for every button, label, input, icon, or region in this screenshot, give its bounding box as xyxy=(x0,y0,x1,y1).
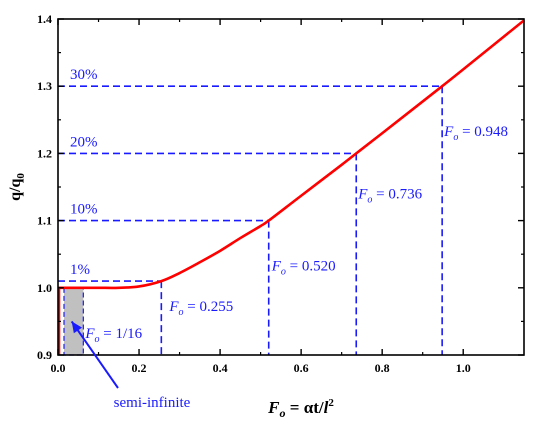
semi-infinite-arrow-shaft xyxy=(70,320,119,389)
fo-label: Fo = 0.255 xyxy=(168,299,233,318)
x-tick-label: 1.0 xyxy=(456,361,471,375)
y-tick-label: 1.3 xyxy=(37,79,52,93)
percent-label: 1% xyxy=(70,262,90,278)
fo-label-sub: o xyxy=(453,132,458,143)
x-axis-title-sup: 2 xyxy=(328,397,334,409)
fo-label-value: = 0.736 xyxy=(372,186,422,202)
y-tick-label: 1.0 xyxy=(37,281,52,295)
shade-layer xyxy=(63,287,84,356)
fo-label: Fo = 0.948 xyxy=(443,124,508,143)
y-tick-label: 1.2 xyxy=(37,146,52,160)
x-axis-title-rest: = αt/ xyxy=(286,398,324,417)
fo-label-sub: o xyxy=(179,307,184,318)
percent-label: 20% xyxy=(70,134,98,150)
labels-layer: Fo = αt/l2 q/q0 1% Fo = 0.255 10% Fo = 0.520 2… xyxy=(7,67,508,420)
x-axis-title-l: l xyxy=(324,398,329,417)
x-axis-title: Fo = αt/l2 xyxy=(267,397,334,420)
fo-label-f: F xyxy=(271,259,282,275)
fo-label-f: F xyxy=(357,186,368,202)
semi-infinite-fo-label: Fo = 1/16 xyxy=(84,326,142,345)
fo-label-value: = 0.948 xyxy=(458,124,508,140)
guide-lines-layer xyxy=(58,85,443,355)
y-axis-title-sub: 0 xyxy=(15,173,27,179)
fo-label-f: F xyxy=(443,124,454,140)
x-tick-label: 0.2 xyxy=(132,361,147,375)
fo-label-f: F xyxy=(168,299,179,315)
semi-infinite-label: semi-infinite xyxy=(114,395,191,411)
fo-label-sub: o xyxy=(367,194,372,205)
y-tick-label: 1.1 xyxy=(37,214,52,228)
x-tick-label: 0.0 xyxy=(51,361,66,375)
semi-infinite-region xyxy=(63,287,84,356)
percent-label: 10% xyxy=(70,202,98,218)
x-tick-label: 0.6 xyxy=(294,361,309,375)
y-axis-title: q/q0 xyxy=(7,173,27,201)
fo-label: Fo = 0.520 xyxy=(271,259,336,278)
semi-infinite-fo-f: F xyxy=(84,326,95,342)
semi-infinite-fo-sub: o xyxy=(94,334,99,345)
fo-label: Fo = 0.736 xyxy=(357,186,422,205)
semi-infinite-arrow-head xyxy=(71,321,83,334)
fo-label-value: = 0.255 xyxy=(184,299,234,315)
x-axis-title-sub: o xyxy=(280,406,286,420)
series-layer xyxy=(57,19,525,355)
plot-frame xyxy=(57,18,525,356)
fo-label-value: = 0.520 xyxy=(286,259,336,275)
x-tick-label: 0.8 xyxy=(375,361,390,375)
percent-label: 30% xyxy=(70,67,98,83)
semi-infinite-fo-value: = 1/16 xyxy=(99,326,142,342)
axes-layer: 0.0 0.2 0.4 0.6 0.8 1.0 0.9 1.0 1.1 1.2 1.3 1.4 xyxy=(37,12,525,375)
x-axis-title-f: F xyxy=(267,398,280,417)
series-line-0 xyxy=(58,19,525,290)
y-axis-title-base: q/q xyxy=(7,179,24,201)
y-tick-label: 1.4 xyxy=(37,12,52,26)
y-tick-label: 0.9 xyxy=(37,348,52,362)
fo-label-sub: o xyxy=(281,267,286,278)
x-tick-label: 0.4 xyxy=(213,361,228,375)
